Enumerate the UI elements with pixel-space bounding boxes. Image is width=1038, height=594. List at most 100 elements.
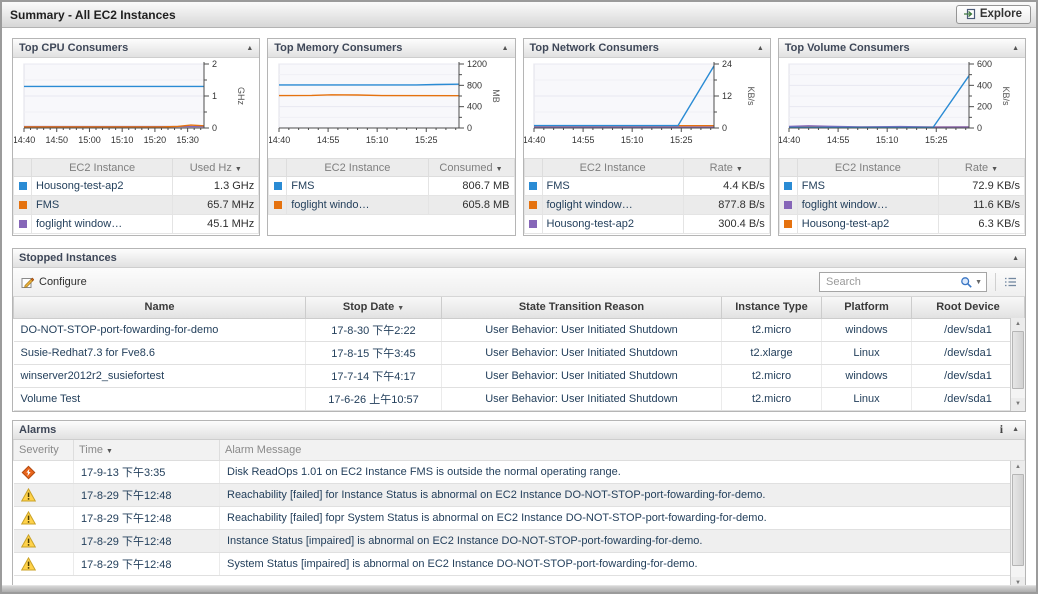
- instance-name[interactable]: Housong-test-ap2: [30, 176, 174, 196]
- collapse-icon[interactable]: ▲: [756, 44, 764, 52]
- consumer-row[interactable]: Housong-test-ap2 300.4 B/s: [523, 214, 770, 234]
- collapse-icon[interactable]: ▲: [1012, 44, 1019, 52]
- alarm-row[interactable]: 17-9-13 下午3:35 Disk ReadOps 1.01 on EC2 I…: [13, 460, 1025, 484]
- alarm-row[interactable]: 17-8-29 下午12:48 System Status [impaired] …: [13, 552, 1025, 576]
- search-icon[interactable]: [960, 276, 973, 289]
- instance-name-link[interactable]: winserver2012r2_susiefortest: [13, 364, 306, 388]
- stopped-instances-header[interactable]: Stopped Instances ▲: [13, 249, 1025, 268]
- search-options-caret-icon[interactable]: ▼: [975, 278, 982, 286]
- column-ec2-instance[interactable]: EC2 Instance: [30, 158, 174, 177]
- alarms-header[interactable]: Alarms i ▲: [13, 420, 1025, 440]
- column-instance-type[interactable]: Instance Type: [721, 297, 822, 319]
- alarm-severity-cell[interactable]: [13, 506, 74, 530]
- stopped-instance-row[interactable]: winserver2012r2_susiefortest 17-7-14 下午4:…: [13, 364, 1025, 388]
- search-input[interactable]: [824, 275, 959, 289]
- configure-button[interactable]: Configure: [21, 276, 87, 289]
- column-ec2-instance[interactable]: EC2 Instance: [796, 158, 940, 177]
- panel-header-memory[interactable]: Top Memory Consumers ▲: [268, 39, 515, 58]
- column-used-hz[interactable]: Used Hz ▼: [172, 158, 260, 177]
- consumer-row[interactable]: foglight window… 877.8 B/s: [523, 195, 770, 215]
- table-options-icon[interactable]: [1004, 276, 1017, 288]
- consumer-row[interactable]: Housong-test-ap2 6.3 KB/s: [778, 214, 1025, 234]
- instance-type: t2.xlarge: [721, 341, 822, 365]
- scroll-down-icon[interactable]: ▼: [1011, 397, 1025, 411]
- instance-name[interactable]: Housong-test-ap2: [796, 214, 940, 234]
- series-swatch: [529, 220, 537, 229]
- column-stop-date[interactable]: Stop Date ▼: [305, 297, 442, 319]
- consumer-row[interactable]: foglight window… 11.6 KB/s: [778, 195, 1025, 215]
- column-severity[interactable]: Severity: [13, 439, 74, 461]
- scroll-thumb[interactable]: [1012, 331, 1024, 389]
- configure-icon: [21, 277, 34, 288]
- instance-name[interactable]: FMS: [30, 195, 174, 215]
- warning-severity-icon: [20, 511, 36, 525]
- info-icon[interactable]: i: [999, 422, 1004, 436]
- column-rate[interactable]: Rate ▼: [682, 158, 770, 177]
- panel-header-cpu[interactable]: Top CPU Consumers ▲: [13, 39, 260, 58]
- scroll-track[interactable]: [1011, 473, 1025, 578]
- instance-name[interactable]: FMS: [541, 176, 684, 196]
- stopped-instance-row[interactable]: DO-NOT-STOP-port-fowarding-for-demo 17-8-…: [13, 318, 1025, 342]
- instance-name-link[interactable]: DO-NOT-STOP-port-fowarding-for-demo: [13, 318, 306, 342]
- scroll-up-icon[interactable]: ▲: [1011, 460, 1025, 474]
- consumer-row[interactable]: foglight windo… 605.8 MB: [268, 195, 515, 215]
- alarm-row[interactable]: 17-8-29 下午12:48 Reachability [failed] fop…: [13, 506, 1025, 530]
- column-platform[interactable]: Platform: [821, 297, 912, 319]
- alarm-row[interactable]: 17-8-29 下午12:48 Instance Status [impaired…: [13, 529, 1025, 553]
- instance-name[interactable]: foglight window…: [796, 195, 940, 215]
- consumer-row[interactable]: FMS 65.7 MHz: [13, 195, 260, 215]
- instance-name[interactable]: Housong-test-ap2: [541, 214, 684, 234]
- panel-top-memory-consumers: Top Memory Consumers ▲ 0 400 800 1200 14:40 1…: [267, 38, 516, 236]
- alarm-message: System Status [impaired] is abnormal on …: [219, 552, 1025, 576]
- alarm-severity-cell[interactable]: [13, 529, 74, 553]
- sort-desc-icon: ▼: [735, 165, 743, 173]
- collapse-icon[interactable]: ▲: [501, 44, 509, 52]
- alarm-severity-cell[interactable]: [13, 460, 74, 484]
- alarm-message: Reachability [failed] for Instance Statu…: [219, 483, 1025, 507]
- svg-text:14:40: 14:40: [524, 135, 545, 145]
- instance-name[interactable]: foglight window…: [30, 214, 174, 234]
- column-ec2-instance[interactable]: EC2 Instance: [286, 158, 429, 177]
- collapse-icon[interactable]: ▲: [1012, 426, 1019, 433]
- scroll-up-icon[interactable]: ▲: [1011, 318, 1025, 331]
- consumer-row[interactable]: Housong-test-ap2 1.3 GHz: [13, 176, 260, 196]
- series-swatch: [18, 182, 27, 191]
- alarm-row[interactable]: 17-8-29 下午12:48 Reachability [failed] for…: [13, 483, 1025, 507]
- explore-button[interactable]: Explore: [955, 5, 1031, 24]
- scroll-thumb[interactable]: [1012, 473, 1024, 566]
- column-ec2-instance[interactable]: EC2 Instance: [541, 158, 684, 177]
- series-swatch-cell: [268, 176, 288, 196]
- stopped-instance-row[interactable]: Volume Test 17-6-26 上午10:57 User Behavior:…: [13, 387, 1025, 411]
- svg-text:15:00: 15:00: [78, 135, 101, 145]
- alarms-scrollbar[interactable]: ▲ ▼: [1010, 460, 1025, 590]
- column-consumed[interactable]: Consumed ▼: [427, 158, 515, 177]
- stopped-scrollbar[interactable]: ▲ ▼: [1010, 318, 1025, 411]
- instance-name-link[interactable]: Volume Test: [13, 387, 306, 411]
- stopped-instance-row[interactable]: Susie-Redhat7.3 for Fve8.6 17-8-15 下午3:45…: [13, 341, 1025, 365]
- instance-name-link[interactable]: Susie-Redhat7.3 for Fve8.6: [13, 341, 306, 365]
- alarm-severity-cell[interactable]: [13, 483, 74, 507]
- panel-header-network[interactable]: Top Network Consumers ▲: [523, 39, 770, 58]
- consumer-row[interactable]: FMS 806.7 MB: [268, 176, 515, 196]
- column-rate[interactable]: Rate ▼: [938, 158, 1025, 177]
- column-state-transition-reason[interactable]: State Transition Reason: [441, 297, 722, 319]
- alarm-severity-cell[interactable]: [13, 552, 74, 576]
- scroll-track[interactable]: [1011, 331, 1025, 398]
- consumer-row[interactable]: foglight window… 45.1 MHz: [13, 214, 260, 234]
- column-alarm-message[interactable]: Alarm Message: [219, 439, 1025, 461]
- collapse-icon[interactable]: ▲: [246, 44, 254, 52]
- instance-name[interactable]: foglight windo…: [286, 195, 429, 215]
- instance-name[interactable]: FMS: [286, 176, 429, 196]
- consumer-row[interactable]: FMS 4.4 KB/s: [523, 176, 770, 196]
- panel-title: Top Volume Consumers: [784, 42, 910, 54]
- instance-name[interactable]: FMS: [796, 176, 940, 196]
- column-root-device[interactable]: Root Device: [911, 297, 1025, 319]
- panel-title: Top CPU Consumers: [19, 42, 129, 54]
- svg-text:15:25: 15:25: [925, 135, 948, 145]
- collapse-icon[interactable]: ▲: [1012, 254, 1019, 262]
- column-name[interactable]: Name: [13, 297, 306, 319]
- column-time[interactable]: Time ▼: [73, 439, 220, 461]
- panel-header-volume[interactable]: Top Volume Consumers ▲: [778, 39, 1025, 58]
- consumer-row[interactable]: FMS 72.9 KB/s: [778, 176, 1025, 196]
- instance-name[interactable]: foglight window…: [541, 195, 684, 215]
